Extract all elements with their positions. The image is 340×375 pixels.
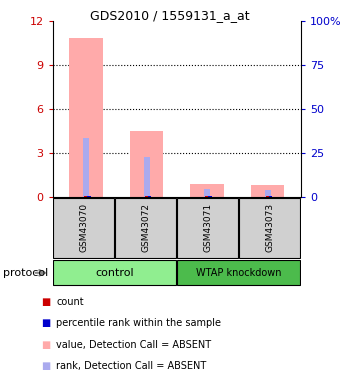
Text: percentile rank within the sample: percentile rank within the sample xyxy=(56,318,221,328)
Bar xyxy=(269,196,272,197)
Bar xyxy=(148,196,151,197)
Text: GSM43070: GSM43070 xyxy=(79,203,88,252)
Bar xyxy=(130,131,163,197)
Text: count: count xyxy=(56,297,84,307)
Bar xyxy=(177,260,300,285)
Bar xyxy=(145,196,148,197)
Text: protocol: protocol xyxy=(3,268,49,278)
Bar xyxy=(115,198,176,258)
Text: GSM43073: GSM43073 xyxy=(266,203,274,252)
Text: ■: ■ xyxy=(41,340,50,350)
Bar xyxy=(251,185,284,197)
Bar xyxy=(53,198,114,258)
Text: ■: ■ xyxy=(41,297,50,307)
Text: ■: ■ xyxy=(41,361,50,371)
Bar xyxy=(190,184,224,197)
Text: WTAP knockdown: WTAP knockdown xyxy=(196,268,282,278)
Bar xyxy=(204,189,210,197)
Text: GSM43071: GSM43071 xyxy=(203,203,212,252)
Text: control: control xyxy=(96,268,134,278)
Bar xyxy=(266,196,269,197)
Bar xyxy=(53,260,176,285)
Bar xyxy=(87,196,91,197)
Bar xyxy=(83,138,89,197)
Bar xyxy=(265,189,271,197)
Bar xyxy=(69,38,103,197)
Bar xyxy=(143,157,150,197)
Bar xyxy=(239,198,300,258)
Text: value, Detection Call = ABSENT: value, Detection Call = ABSENT xyxy=(56,340,211,350)
Bar xyxy=(177,198,238,258)
Text: rank, Detection Call = ABSENT: rank, Detection Call = ABSENT xyxy=(56,361,206,371)
Bar xyxy=(84,196,88,197)
Text: ■: ■ xyxy=(41,318,50,328)
Text: GDS2010 / 1559131_a_at: GDS2010 / 1559131_a_at xyxy=(90,9,250,22)
Text: GSM43072: GSM43072 xyxy=(141,203,150,252)
Bar xyxy=(208,196,212,197)
Bar xyxy=(205,196,209,197)
